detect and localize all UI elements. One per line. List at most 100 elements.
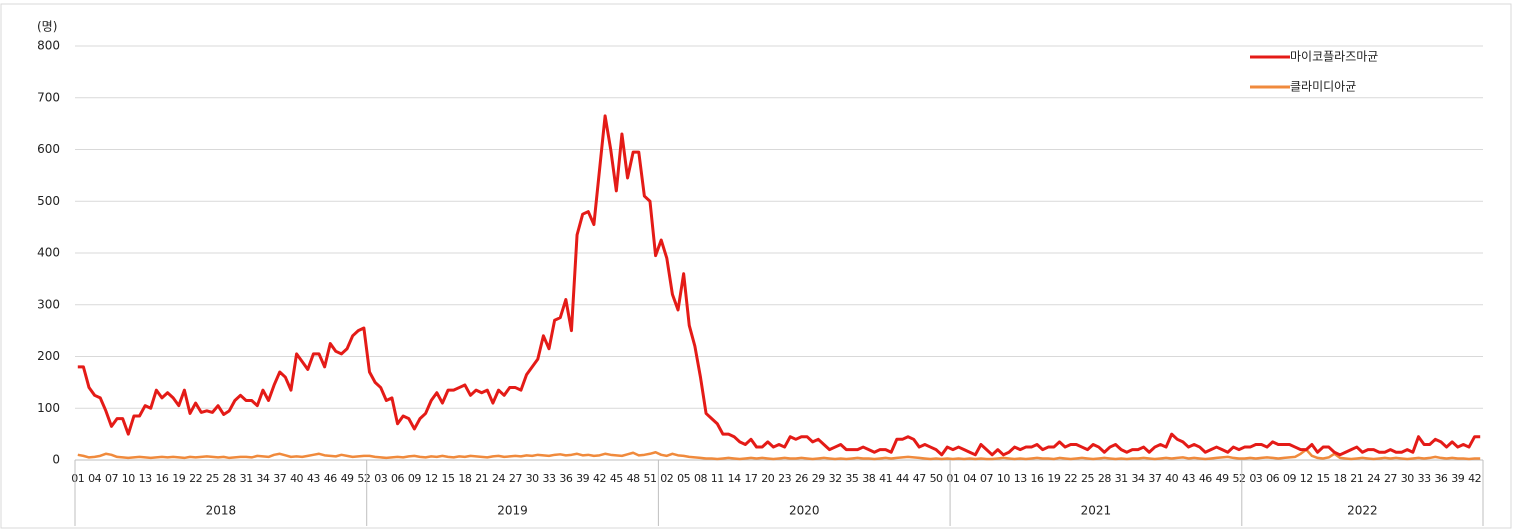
x-tick-label: 18 — [1333, 472, 1346, 485]
x-tick-label: 07 — [980, 472, 993, 485]
x-tick-label: 34 — [1132, 472, 1145, 485]
x-tick-label: 38 — [862, 472, 875, 485]
x-tick-label: 01 — [71, 472, 84, 485]
y-tick-label: 600 — [37, 142, 60, 156]
x-tick-label: 37 — [273, 472, 286, 485]
x-tick-label: 22 — [189, 472, 202, 485]
x-tick-label: 52 — [357, 472, 370, 485]
x-tick-label: 26 — [795, 472, 808, 485]
x-tick-label: 41 — [879, 472, 892, 485]
x-tick-label: 48 — [627, 472, 640, 485]
group-label: 2022 — [1347, 504, 1378, 518]
y-tick-label: 300 — [37, 297, 60, 311]
y-tick-label: 200 — [37, 349, 60, 363]
x-tick-label: 10 — [997, 472, 1010, 485]
x-tick-label: 05 — [677, 472, 690, 485]
x-tick-label: 33 — [543, 472, 556, 485]
x-tick-label: 21 — [1350, 472, 1363, 485]
x-tick-label: 18 — [458, 472, 471, 485]
x-tick-label: 14 — [728, 472, 741, 485]
series-line — [77, 114, 1481, 457]
x-tick-label: 46 — [324, 472, 337, 485]
x-tick-label: 35 — [845, 472, 858, 485]
x-tick-label: 36 — [559, 472, 572, 485]
x-tick-label: 12 — [425, 472, 438, 485]
y-tick-label: 500 — [37, 194, 60, 208]
x-tick-label: 19 — [172, 472, 185, 485]
x-tick-label: 43 — [1182, 472, 1195, 485]
x-tick-label: 32 — [829, 472, 842, 485]
x-tick-label: 49 — [1216, 472, 1229, 485]
x-tick-label: 11 — [711, 472, 724, 485]
x-tick-label: 20 — [761, 472, 774, 485]
x-tick-label: 06 — [391, 472, 404, 485]
x-tick-label: 47 — [913, 472, 926, 485]
x-tick-label: 21 — [475, 472, 488, 485]
x-tick-label: 34 — [256, 472, 269, 485]
group-label: 2020 — [789, 504, 820, 518]
x-tick-label: 25 — [1081, 472, 1094, 485]
x-tick-label: 45 — [610, 472, 623, 485]
legend-label: 마이코플라즈마균 — [1290, 50, 1378, 64]
x-tick-label: 12 — [1300, 472, 1313, 485]
x-tick-label: 43 — [307, 472, 320, 485]
y-tick-label: 700 — [37, 90, 60, 104]
x-tick-label: 03 — [374, 472, 387, 485]
x-tick-label: 44 — [896, 472, 909, 485]
x-tick-label: 16 — [155, 472, 168, 485]
group-label: 2019 — [497, 504, 528, 518]
x-tick-label: 39 — [576, 472, 589, 485]
y-tick-label: 0 — [52, 453, 60, 467]
x-tick-label: 08 — [694, 472, 707, 485]
x-tick-label: 13 — [1014, 472, 1027, 485]
x-tick-label: 06 — [1266, 472, 1279, 485]
y-tick-label: 400 — [37, 246, 60, 260]
x-tick-label: 52 — [1232, 472, 1245, 485]
x-tick-label: 25 — [206, 472, 219, 485]
group-label: 2018 — [206, 504, 237, 518]
chart-frame — [0, 3, 1512, 529]
x-tick-label: 28 — [1098, 472, 1111, 485]
x-tick-label: 04 — [963, 472, 976, 485]
x-tick-label: 31 — [240, 472, 253, 485]
x-tick-label: 13 — [139, 472, 152, 485]
x-tick-label: 10 — [122, 472, 135, 485]
x-tick-label: 09 — [1283, 472, 1296, 485]
x-tick-label: 24 — [492, 472, 505, 485]
x-tick-label: 36 — [1434, 472, 1447, 485]
x-tick-label: 31 — [1115, 472, 1128, 485]
x-tick-label: 01 — [946, 472, 959, 485]
x-tick-label: 22 — [1064, 472, 1077, 485]
x-tick-label: 30 — [1401, 472, 1414, 485]
x-tick-label: 09 — [408, 472, 421, 485]
x-tick-label: 40 — [290, 472, 303, 485]
x-tick-label: 27 — [509, 472, 522, 485]
group-label: 2021 — [1081, 504, 1112, 518]
x-tick-label: 07 — [105, 472, 118, 485]
x-tick-label: 17 — [744, 472, 757, 485]
x-tick-label: 19 — [1047, 472, 1060, 485]
x-tick-label: 16 — [1031, 472, 1044, 485]
x-tick-label: 15 — [442, 472, 455, 485]
x-tick-label: 02 — [660, 472, 673, 485]
x-tick-label: 24 — [1367, 472, 1380, 485]
x-tick-label: 27 — [1384, 472, 1397, 485]
x-tick-label: 51 — [643, 472, 656, 485]
x-tick-label: 37 — [1148, 472, 1161, 485]
series-line — [77, 448, 1481, 461]
x-tick-label: 42 — [593, 472, 606, 485]
x-tick-label: 04 — [88, 472, 101, 485]
y-tick-label: 100 — [37, 401, 60, 415]
x-tick-label: 23 — [778, 472, 791, 485]
x-tick-label: 50 — [930, 472, 943, 485]
x-tick-label: 46 — [1199, 472, 1212, 485]
x-tick-label: 39 — [1451, 472, 1464, 485]
legend-label: 클라미디아균 — [1290, 80, 1356, 94]
x-tick-label: 42 — [1468, 472, 1481, 485]
x-tick-label: 03 — [1249, 472, 1262, 485]
x-tick-label: 30 — [526, 472, 539, 485]
x-tick-label: 29 — [812, 472, 825, 485]
x-tick-label: 15 — [1317, 472, 1330, 485]
